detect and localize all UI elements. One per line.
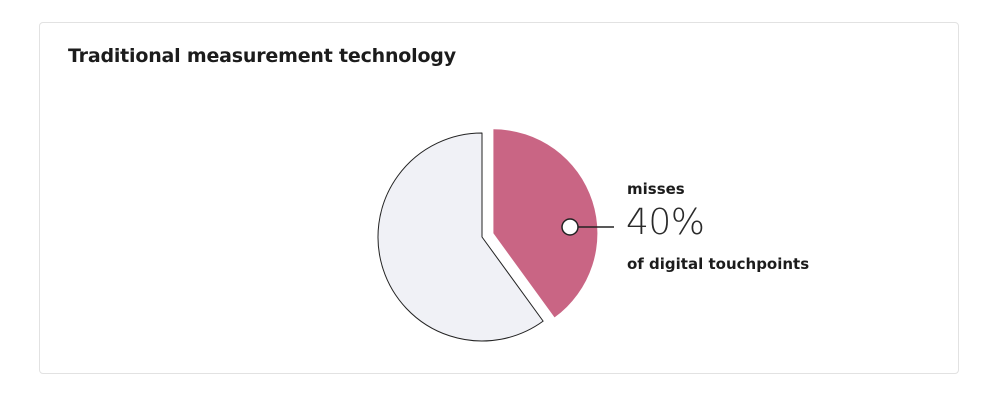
- pie-slice-highlight: [493, 129, 598, 318]
- callout-label-top: misses: [627, 180, 685, 198]
- pie-slices: [377, 129, 598, 342]
- callout-marker-dot: [561, 218, 579, 236]
- pie-slice-rest: [377, 132, 544, 342]
- card-title: Traditional measurement technology: [68, 45, 456, 67]
- callout-percentage: 40%: [626, 202, 705, 243]
- callout-label-bottom: of digital touchpoints: [627, 255, 810, 273]
